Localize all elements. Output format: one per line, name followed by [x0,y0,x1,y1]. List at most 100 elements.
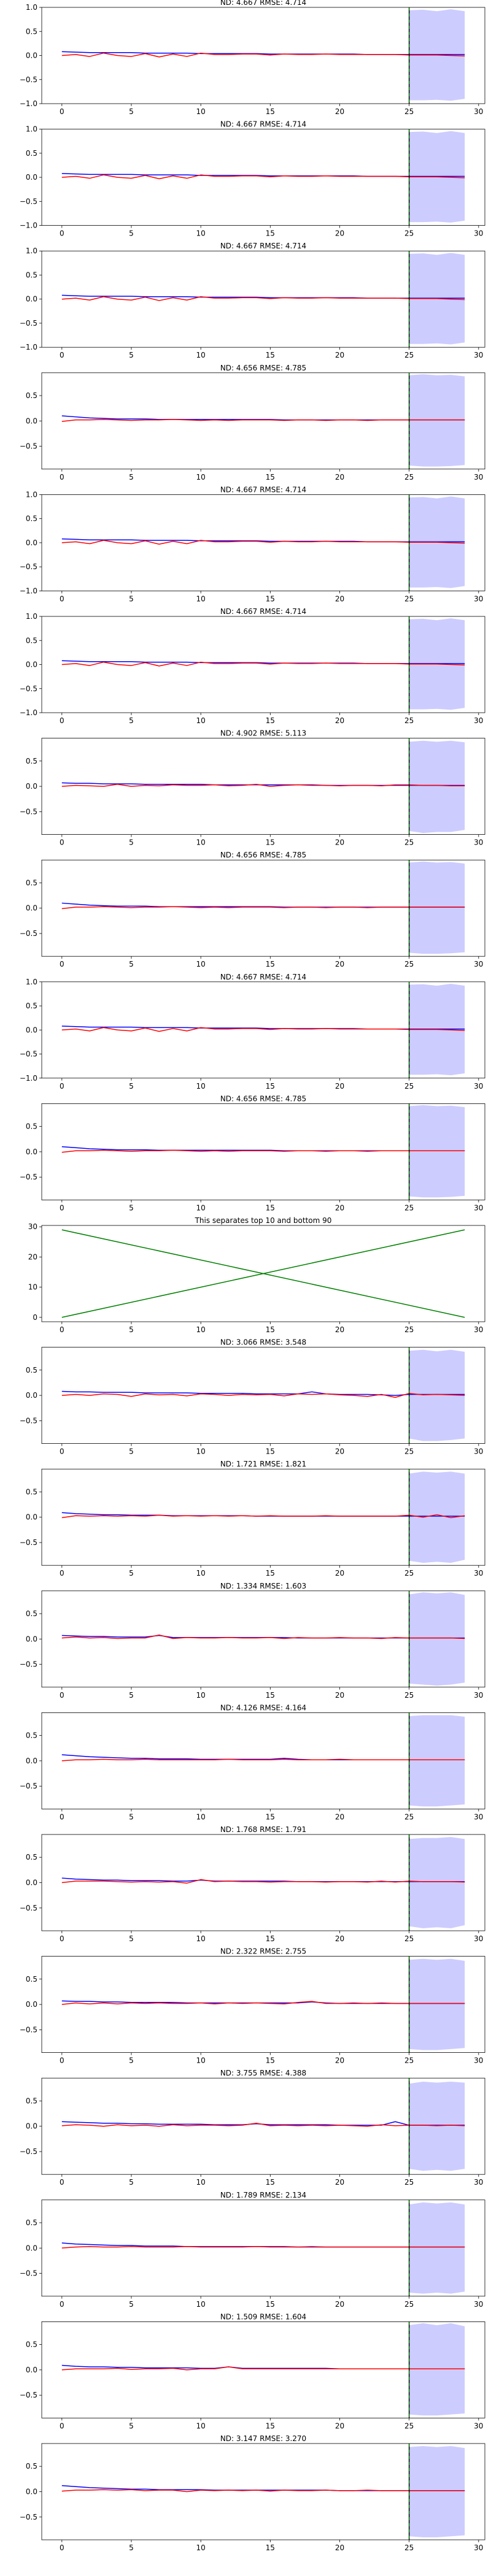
y-tick-label: 0.0 [26,173,37,182]
x-tick-label: 25 [404,960,414,968]
y-tick-label: −0.5 [20,1904,37,1912]
target-line [61,415,465,421]
x-tick-label: 20 [335,1325,344,1334]
x-tick-label: 25 [404,838,414,847]
x-tick-label: 15 [266,1203,275,1212]
y-tick-label: 0.5 [26,636,37,645]
target-line [61,902,465,908]
x-tick-label: 30 [474,1569,483,1577]
x-tick-label: 0 [60,960,64,968]
y-tick-label: 0.5 [26,1975,37,1984]
x-tick-label: 15 [266,2300,275,2309]
forecast-line [61,906,465,910]
x-tick-label: 15 [266,716,275,725]
prediction-interval [409,861,465,954]
x-tick-label: 20 [335,1569,344,1577]
y-tick-label: 0.5 [26,1731,37,1740]
x-tick-label: 0 [60,716,64,725]
x-tick-label: 25 [404,229,414,238]
y-tick-label: −1.0 [20,221,37,230]
subplot: This separates top 10 and bottom 90 0 10 20… [28,1216,485,1334]
y-tick-label: 0.5 [26,1853,37,1861]
x-tick-label: 30 [474,2057,483,2065]
y-tick-label: 1.0 [26,490,37,499]
x-tick-label: 15 [266,2543,275,2552]
subplot-title: ND: 4.667 RMSE: 4.714 [220,973,306,981]
prediction-interval [409,1958,465,2050]
forecast-line [61,1879,465,1884]
y-tick-label: 20 [28,1252,37,1261]
x-tick-label: 30 [474,960,483,968]
y-tick-label: 1.0 [26,978,37,986]
y-tick-label: 0.0 [26,1391,37,1400]
x-tick-label: 15 [266,1691,275,1700]
y-tick-label: 0.5 [26,270,37,279]
x-tick-label: 25 [404,716,414,725]
x-tick-label: 15 [266,1569,275,1577]
x-tick-label: 30 [474,2178,483,2187]
forecast-line [61,1634,465,1639]
x-tick-label: 20 [335,2300,344,2309]
x-tick-label: 10 [196,473,206,481]
x-tick-label: 10 [196,1691,206,1700]
x-tick-label: 10 [196,838,206,847]
x-tick-label: 25 [404,1203,414,1212]
x-tick-label: 5 [129,838,134,847]
y-tick-label: 0 [33,1313,37,1322]
x-tick-label: 5 [129,2178,134,2187]
y-tick-label: 0.5 [26,2218,37,2227]
subplot-title: ND: 1.768 RMSE: 1.791 [220,1825,306,1834]
subplot: ND: 4.656 RMSE: 4.785 −0.5 0.0 0.5 0 5 10 15 20 2… [20,364,485,481]
subplot: ND: 1.334 RMSE: 1.603 −0.5 0.0 0.5 0 5 10 15 20 2… [20,1582,485,1700]
forecast-line [61,2001,465,2005]
y-tick-label: −0.5 [20,1050,37,1059]
x-tick-label: 20 [335,1447,344,1456]
x-tick-label: 0 [60,2300,64,2309]
x-tick-label: 10 [196,107,206,116]
y-tick-label: 0.0 [26,2488,37,2496]
y-tick-label: 0.5 [26,1609,37,1618]
x-tick-label: 25 [404,1447,414,1456]
subplot-title: ND: 4.667 RMSE: 4.714 [220,242,306,250]
prediction-interval [409,2081,465,2171]
x-tick-label: 15 [266,1325,275,1334]
x-tick-label: 20 [335,2178,344,2187]
y-tick-label: 0.0 [26,904,37,913]
x-tick-label: 0 [60,2543,64,2552]
x-tick-label: 30 [474,594,483,603]
x-tick-label: 30 [474,2421,483,2430]
x-tick-label: 5 [129,960,134,968]
y-tick-label: −1.0 [20,708,37,717]
prediction-interval [409,1349,465,1441]
x-tick-label: 15 [266,838,275,847]
x-tick-label: 0 [60,1569,64,1577]
subplot-title: ND: 2.322 RMSE: 2.755 [220,1947,306,1956]
y-tick-label: 0.5 [26,1487,37,1496]
x-tick-label: 25 [404,473,414,481]
forecast-line [61,1758,465,1761]
x-tick-label: 30 [474,473,483,481]
x-tick-label: 0 [60,2057,64,2065]
forecast-line [61,2366,465,2371]
x-tick-label: 30 [474,2300,483,2309]
x-tick-label: 25 [404,1812,414,1821]
x-tick-label: 20 [335,716,344,725]
forecast-line [61,2122,465,2127]
x-tick-label: 5 [129,1691,134,1700]
subplot: ND: 4.667 RMSE: 4.714 −1.0 −0.5 0.0 0.5 1.0 0 5… [20,607,485,725]
x-tick-label: 30 [474,1082,483,1091]
subplot: ND: 4.902 RMSE: 5.113 −0.5 0.0 0.5 0 5 10 15 20 2… [20,729,485,847]
x-tick-label: 10 [196,1934,206,1943]
y-tick-label: 0.0 [26,2244,37,2252]
target-line [61,1390,465,1396]
x-tick-label: 0 [60,107,64,116]
x-tick-label: 20 [335,594,344,603]
subplot-title: ND: 4.667 RMSE: 4.714 [220,607,306,616]
subplot-title: ND: 4.656 RMSE: 4.785 [220,851,306,859]
prediction-interval [409,1592,465,1686]
x-tick-label: 20 [335,351,344,359]
y-tick-label: −0.5 [20,1416,37,1425]
subplot: ND: 4.656 RMSE: 4.785 −0.5 0.0 0.5 0 5 10 15 20 2… [20,851,485,968]
y-tick-label: 0.0 [26,295,37,304]
